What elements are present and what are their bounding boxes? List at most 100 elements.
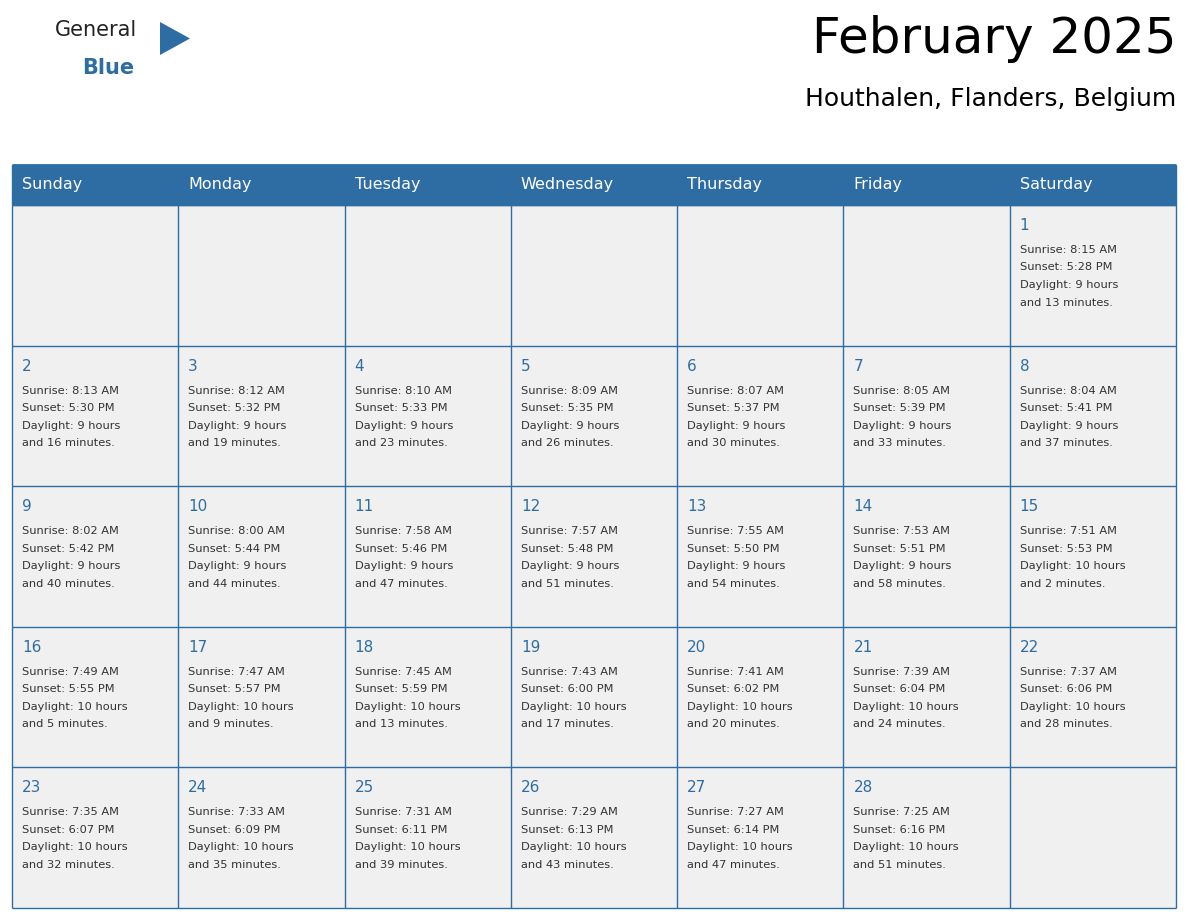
- Bar: [1010, 345, 1176, 487]
- Bar: [178, 487, 345, 627]
- Text: Sunset: 5:39 PM: Sunset: 5:39 PM: [853, 403, 946, 413]
- Text: Sunrise: 7:35 AM: Sunrise: 7:35 AM: [23, 808, 119, 817]
- Text: and 54 minutes.: and 54 minutes.: [687, 578, 779, 588]
- Bar: [12, 487, 178, 627]
- Text: Sunset: 5:57 PM: Sunset: 5:57 PM: [188, 684, 280, 694]
- Bar: [1010, 205, 1176, 345]
- Text: Sunset: 6:14 PM: Sunset: 6:14 PM: [687, 825, 779, 834]
- Text: and 13 minutes.: and 13 minutes.: [1019, 297, 1113, 308]
- Text: Sunset: 5:53 PM: Sunset: 5:53 PM: [1019, 543, 1112, 554]
- Text: Sunrise: 8:12 AM: Sunrise: 8:12 AM: [188, 386, 285, 396]
- Bar: [178, 345, 345, 487]
- Text: General: General: [55, 20, 138, 40]
- Bar: [677, 487, 843, 627]
- Text: Sunset: 5:32 PM: Sunset: 5:32 PM: [188, 403, 280, 413]
- Text: Daylight: 9 hours: Daylight: 9 hours: [687, 420, 785, 431]
- Text: Daylight: 10 hours: Daylight: 10 hours: [1019, 561, 1125, 571]
- Text: Sunset: 6:00 PM: Sunset: 6:00 PM: [520, 684, 613, 694]
- Bar: [843, 767, 1010, 908]
- Text: and 39 minutes.: and 39 minutes.: [354, 860, 448, 870]
- Text: and 37 minutes.: and 37 minutes.: [1019, 438, 1113, 448]
- Bar: [345, 165, 511, 205]
- Text: Sunrise: 7:29 AM: Sunrise: 7:29 AM: [520, 808, 618, 817]
- Text: Sunrise: 7:51 AM: Sunrise: 7:51 AM: [1019, 526, 1117, 536]
- Bar: [345, 345, 511, 487]
- Text: Daylight: 10 hours: Daylight: 10 hours: [354, 843, 460, 853]
- Text: 10: 10: [188, 499, 208, 514]
- Text: Sunset: 6:16 PM: Sunset: 6:16 PM: [853, 825, 946, 834]
- Bar: [1010, 627, 1176, 767]
- Text: Sunset: 5:48 PM: Sunset: 5:48 PM: [520, 543, 613, 554]
- Bar: [677, 627, 843, 767]
- Text: Sunset: 5:59 PM: Sunset: 5:59 PM: [354, 684, 447, 694]
- Bar: [843, 205, 1010, 345]
- Bar: [511, 767, 677, 908]
- Text: Daylight: 10 hours: Daylight: 10 hours: [188, 843, 293, 853]
- Text: Sunrise: 7:47 AM: Sunrise: 7:47 AM: [188, 666, 285, 677]
- Text: Sunset: 5:44 PM: Sunset: 5:44 PM: [188, 543, 280, 554]
- Text: Wednesday: Wednesday: [520, 177, 614, 193]
- Text: Sunset: 5:33 PM: Sunset: 5:33 PM: [354, 403, 447, 413]
- Text: Sunrise: 7:33 AM: Sunrise: 7:33 AM: [188, 808, 285, 817]
- Text: 20: 20: [687, 640, 707, 655]
- Text: 23: 23: [23, 780, 42, 795]
- Text: 14: 14: [853, 499, 873, 514]
- Text: Sunrise: 7:55 AM: Sunrise: 7:55 AM: [687, 526, 784, 536]
- Bar: [843, 345, 1010, 487]
- Text: Daylight: 9 hours: Daylight: 9 hours: [23, 420, 120, 431]
- Bar: [178, 165, 345, 205]
- Bar: [12, 345, 178, 487]
- Text: and 51 minutes.: and 51 minutes.: [520, 578, 614, 588]
- Text: Sunset: 5:28 PM: Sunset: 5:28 PM: [1019, 263, 1112, 273]
- Text: Daylight: 10 hours: Daylight: 10 hours: [687, 843, 792, 853]
- Text: Daylight: 10 hours: Daylight: 10 hours: [188, 701, 293, 711]
- Text: Sunrise: 8:07 AM: Sunrise: 8:07 AM: [687, 386, 784, 396]
- Text: and 20 minutes.: and 20 minutes.: [687, 720, 779, 729]
- Text: Daylight: 10 hours: Daylight: 10 hours: [1019, 701, 1125, 711]
- Text: Monday: Monday: [188, 177, 252, 193]
- Text: Daylight: 9 hours: Daylight: 9 hours: [354, 561, 453, 571]
- Text: Sunday: Sunday: [23, 177, 82, 193]
- Bar: [345, 487, 511, 627]
- Text: 26: 26: [520, 780, 541, 795]
- Text: Sunset: 5:55 PM: Sunset: 5:55 PM: [23, 684, 114, 694]
- Text: Sunset: 5:37 PM: Sunset: 5:37 PM: [687, 403, 779, 413]
- Polygon shape: [160, 22, 190, 55]
- Bar: [12, 165, 178, 205]
- Bar: [12, 205, 178, 345]
- Text: and 23 minutes.: and 23 minutes.: [354, 438, 448, 448]
- Text: 13: 13: [687, 499, 707, 514]
- Text: Daylight: 10 hours: Daylight: 10 hours: [853, 843, 959, 853]
- Text: Sunset: 5:51 PM: Sunset: 5:51 PM: [853, 543, 946, 554]
- Text: Sunrise: 7:57 AM: Sunrise: 7:57 AM: [520, 526, 618, 536]
- Text: Daylight: 10 hours: Daylight: 10 hours: [853, 701, 959, 711]
- Text: Sunrise: 8:15 AM: Sunrise: 8:15 AM: [1019, 245, 1117, 255]
- Bar: [178, 627, 345, 767]
- Text: and 44 minutes.: and 44 minutes.: [188, 578, 280, 588]
- Bar: [1010, 487, 1176, 627]
- Text: Sunset: 6:11 PM: Sunset: 6:11 PM: [354, 825, 447, 834]
- Text: Sunrise: 8:09 AM: Sunrise: 8:09 AM: [520, 386, 618, 396]
- Text: Sunrise: 7:53 AM: Sunrise: 7:53 AM: [853, 526, 950, 536]
- Text: and 19 minutes.: and 19 minutes.: [188, 438, 282, 448]
- Text: and 16 minutes.: and 16 minutes.: [23, 438, 115, 448]
- Text: Sunset: 6:13 PM: Sunset: 6:13 PM: [520, 825, 613, 834]
- Text: and 17 minutes.: and 17 minutes.: [520, 720, 614, 729]
- Text: Sunset: 5:41 PM: Sunset: 5:41 PM: [1019, 403, 1112, 413]
- Text: Tuesday: Tuesday: [354, 177, 421, 193]
- Text: and 32 minutes.: and 32 minutes.: [23, 860, 115, 870]
- Bar: [345, 205, 511, 345]
- Bar: [843, 487, 1010, 627]
- Text: 8: 8: [1019, 359, 1029, 374]
- Text: and 33 minutes.: and 33 minutes.: [853, 438, 947, 448]
- Text: Sunset: 6:07 PM: Sunset: 6:07 PM: [23, 825, 114, 834]
- Text: and 30 minutes.: and 30 minutes.: [687, 438, 781, 448]
- Text: 4: 4: [354, 359, 365, 374]
- Text: 1: 1: [1019, 218, 1029, 233]
- Text: and 40 minutes.: and 40 minutes.: [23, 578, 115, 588]
- Text: 7: 7: [853, 359, 862, 374]
- Text: 6: 6: [687, 359, 697, 374]
- Bar: [843, 165, 1010, 205]
- Text: Sunrise: 8:05 AM: Sunrise: 8:05 AM: [853, 386, 950, 396]
- Text: and 13 minutes.: and 13 minutes.: [354, 720, 448, 729]
